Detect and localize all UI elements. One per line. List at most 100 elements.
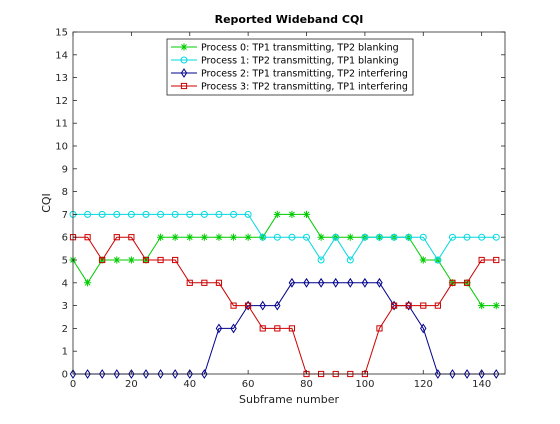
- plot-frame: [72, 31, 506, 375]
- series-2-point: [332, 277, 339, 288]
- series-0-point: [127, 256, 135, 264]
- x-tick-label: 80: [300, 379, 313, 390]
- series-2-point: [186, 369, 193, 379]
- series-2-point: [244, 300, 252, 311]
- y-tick-label: 11: [55, 119, 68, 130]
- series-2-point: [449, 369, 456, 379]
- series-2-point: [201, 369, 208, 379]
- legend-swatch-marker: [180, 43, 188, 51]
- legend-box: [166, 38, 414, 96]
- series-1-point: [244, 210, 252, 218]
- series-1-point: [463, 233, 471, 241]
- series-2-point: [390, 300, 398, 311]
- series-0-point: [346, 233, 354, 241]
- series-1-point: [98, 210, 106, 218]
- series-1-point: [478, 233, 486, 241]
- x-tick-label: 40: [183, 379, 196, 390]
- series-2-point: [493, 369, 500, 379]
- legend-swatch-marker: [180, 56, 188, 64]
- series-1-point: [157, 210, 165, 218]
- series-1-point: [303, 233, 311, 241]
- series-3-point: [478, 256, 485, 264]
- y-tick-label: 0: [62, 370, 68, 381]
- series-2-point: [142, 369, 150, 379]
- y-tick-label: 5: [62, 256, 68, 267]
- series-2-point: [69, 369, 77, 379]
- legend-entry: Process 3: TP2 transmitting, TP1 interfe…: [201, 82, 408, 93]
- series-1-point: [230, 210, 238, 218]
- series-2-point: [113, 369, 120, 379]
- series-2-point: [128, 369, 135, 379]
- legend-swatch-marker: [180, 68, 188, 78]
- series-2-point: [288, 277, 296, 288]
- series-3-point: [434, 302, 441, 309]
- series-0-point: [215, 233, 223, 241]
- series-1-point: [375, 233, 383, 241]
- x-tick-label: 0: [70, 379, 76, 390]
- series-2-point: [215, 323, 223, 334]
- y-tick-label: 9: [62, 164, 68, 175]
- series-3-point: [215, 279, 223, 286]
- series-3-point: [99, 256, 106, 264]
- series-0-point: [492, 302, 500, 310]
- series-0-point: [288, 210, 296, 218]
- series-0-point: [83, 279, 92, 287]
- series-0-point: [273, 210, 281, 218]
- legend-entry: Process 2: TP1 transmitting, TP2 interfe…: [201, 69, 408, 80]
- series-2-point: [420, 323, 427, 334]
- series-1-point: [332, 233, 340, 241]
- series-1-point: [215, 210, 223, 218]
- series-0-point: [200, 233, 208, 241]
- series-3-point: [376, 325, 383, 332]
- series-1-point: [405, 233, 413, 241]
- series-0-point: [419, 256, 427, 264]
- legend-swatch-marker: [180, 82, 188, 90]
- series-3-point: [245, 302, 252, 309]
- series-2-point: [463, 369, 471, 379]
- series-2-point: [347, 277, 354, 288]
- series-1-point: [200, 210, 208, 218]
- series-2-point: [274, 300, 281, 311]
- legend-entry: Process 0: TP1 transmitting, TP2 blankin…: [201, 43, 399, 54]
- y-tick-label: 3: [62, 301, 68, 312]
- x-axis-label: Subframe number: [239, 393, 339, 406]
- series-0-point: [229, 233, 238, 241]
- series-1-line: [73, 213, 497, 261]
- series-3-point: [201, 279, 208, 286]
- x-tick-label: 20: [125, 379, 138, 390]
- series-2-point: [171, 369, 179, 379]
- legend-entry: Process 1: TP2 transmitting, TP1 blankin…: [201, 56, 399, 67]
- series-3-point: [157, 256, 164, 264]
- series-3-point: [259, 325, 266, 332]
- series-1-point: [419, 233, 427, 241]
- series-0-point: [244, 233, 252, 241]
- series-2-point: [303, 277, 310, 288]
- series-2-point: [259, 300, 266, 311]
- series-1-point: [171, 210, 179, 218]
- series-3-point: [390, 302, 398, 309]
- series-3-point: [493, 256, 500, 264]
- series-1-point: [346, 256, 354, 264]
- series-1-point: [448, 233, 456, 241]
- series-1-point: [390, 233, 398, 241]
- series-0-point: [478, 302, 486, 310]
- y-tick-label: 1: [62, 347, 68, 358]
- series-3-point: [172, 256, 179, 264]
- series-3-point: [420, 302, 427, 309]
- series-0-point: [302, 210, 311, 218]
- y-tick-label: 10: [55, 142, 68, 153]
- series-2-point: [361, 277, 369, 288]
- y-tick-label: 14: [55, 50, 68, 61]
- series-1-point: [259, 233, 267, 241]
- series-3-point: [84, 234, 91, 241]
- series-1-point: [288, 233, 296, 241]
- series-2-point: [434, 369, 442, 379]
- y-tick-label: 4: [62, 278, 68, 289]
- series-3-point: [142, 256, 150, 264]
- series-0-point: [113, 256, 121, 264]
- series-1-point: [361, 233, 369, 241]
- x-tick-label: 140: [472, 379, 491, 390]
- series-2-point: [478, 369, 485, 379]
- series-2-point: [317, 277, 325, 288]
